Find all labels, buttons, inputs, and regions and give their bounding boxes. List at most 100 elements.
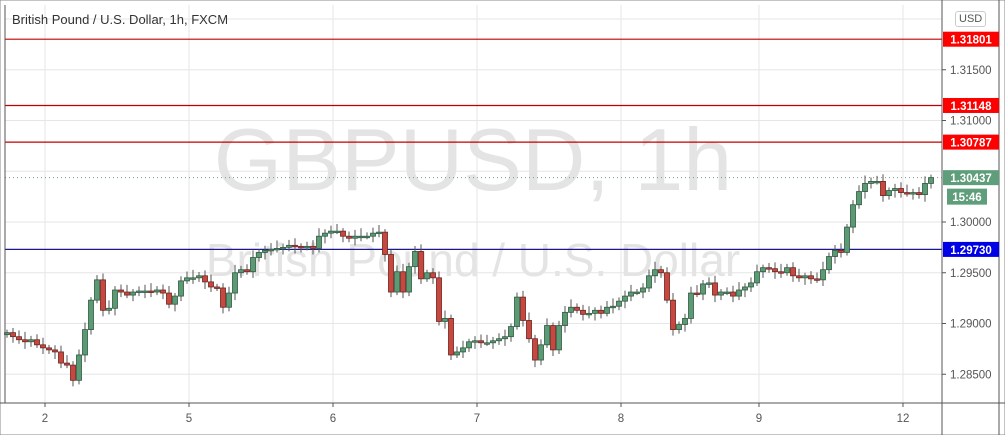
- candle-down: [52, 349, 58, 353]
- candle-down: [346, 235, 352, 239]
- candle-up: [640, 287, 646, 293]
- chart-title: British Pound / U.S. Dollar, 1h, FXCM: [12, 12, 229, 27]
- candle-up: [676, 324, 682, 330]
- candle-up: [874, 180, 880, 184]
- candle-down: [766, 267, 772, 270]
- candle-down: [40, 344, 46, 349]
- candle-up: [622, 295, 628, 302]
- candle-up: [586, 312, 592, 316]
- time-tick-label: 2: [42, 413, 48, 425]
- price-tick-label: 1.29000: [950, 319, 992, 331]
- candle-down: [400, 271, 406, 293]
- candle-down: [796, 275, 802, 279]
- candle-down: [64, 362, 70, 366]
- candle-up: [28, 339, 34, 343]
- level-label: 1.31148: [951, 101, 993, 113]
- candle-down: [526, 320, 532, 340]
- candle-up: [412, 251, 418, 268]
- candle-up: [514, 296, 520, 327]
- candle-up: [82, 329, 88, 356]
- candle-down: [898, 188, 904, 193]
- candle-down: [58, 351, 64, 364]
- countdown-bg: [947, 188, 987, 205]
- watermark-symbol: GBPUSD, 1h: [214, 110, 732, 209]
- candle-down: [664, 272, 670, 301]
- candle-down: [658, 269, 664, 274]
- candle-up: [472, 340, 478, 343]
- candle-down: [292, 244, 298, 248]
- candle-up: [232, 272, 238, 294]
- candle-up: [736, 289, 742, 297]
- currency-button[interactable]: USD: [955, 11, 987, 27]
- candle-up: [316, 235, 322, 249]
- level-label-bg: [943, 241, 999, 257]
- candle-down: [580, 309, 586, 315]
- candle-up: [322, 232, 328, 237]
- candle-down: [880, 180, 886, 197]
- candle-down: [208, 281, 214, 288]
- candle-up: [562, 311, 568, 326]
- candle-down: [808, 275, 814, 280]
- candle-down: [166, 292, 172, 305]
- watermark-name: British Pound / U.S. Dollar: [206, 234, 740, 286]
- candle-up: [724, 291, 730, 294]
- candle-up: [196, 275, 202, 279]
- candle-up: [484, 342, 490, 345]
- price-tick-label: 1.30000: [950, 217, 992, 229]
- candle-up: [682, 318, 688, 325]
- candle-down: [124, 291, 130, 296]
- candle-up: [826, 256, 832, 271]
- candle-up: [592, 309, 598, 314]
- candle-down: [100, 279, 106, 311]
- candle-down: [430, 272, 436, 279]
- price-axis: [942, 0, 1005, 435]
- candle-down: [118, 289, 124, 293]
- candle-up: [142, 290, 148, 293]
- candle-up: [820, 269, 826, 281]
- candle-down: [436, 277, 442, 322]
- time-tick-label: 6: [330, 413, 336, 425]
- candle-up: [334, 230, 340, 234]
- candle-up: [928, 177, 934, 184]
- candle-up: [544, 325, 550, 346]
- candle-up: [250, 257, 256, 273]
- candle-up: [370, 232, 376, 237]
- plot-area: [5, 5, 942, 403]
- candle-down: [694, 292, 700, 295]
- candle-down: [70, 364, 76, 381]
- candle-up: [286, 244, 292, 248]
- candle-up: [256, 252, 262, 258]
- candle-down: [160, 289, 166, 294]
- candle-up: [508, 326, 514, 338]
- candle-up: [190, 277, 196, 280]
- candle-up: [406, 266, 412, 293]
- candle-down: [340, 230, 346, 237]
- candle-up: [556, 325, 562, 351]
- candle-down: [778, 271, 784, 274]
- price-tick-label: 1.31000: [950, 116, 992, 128]
- time-tick-label: 7: [474, 413, 480, 425]
- candle-up: [460, 347, 466, 353]
- time-axis: [0, 403, 942, 435]
- candle-up: [700, 283, 706, 295]
- candle-up: [754, 271, 760, 284]
- candle-down: [904, 192, 910, 195]
- candle-up: [628, 291, 634, 297]
- candle-up: [442, 318, 448, 322]
- candle-down: [220, 287, 226, 308]
- time-tick-label: 9: [756, 413, 762, 425]
- candle-down: [148, 290, 154, 293]
- candle-down: [34, 339, 40, 346]
- candle-up: [364, 235, 370, 239]
- candle-up: [130, 291, 136, 296]
- level-label: 1.31801: [950, 35, 992, 47]
- candle-up: [862, 183, 868, 192]
- level-label: 1.30787: [950, 138, 992, 150]
- candle-up: [376, 231, 382, 235]
- candle-up: [262, 250, 268, 253]
- candle-up: [706, 282, 712, 285]
- candle-up: [496, 338, 502, 342]
- candle-up: [226, 292, 232, 308]
